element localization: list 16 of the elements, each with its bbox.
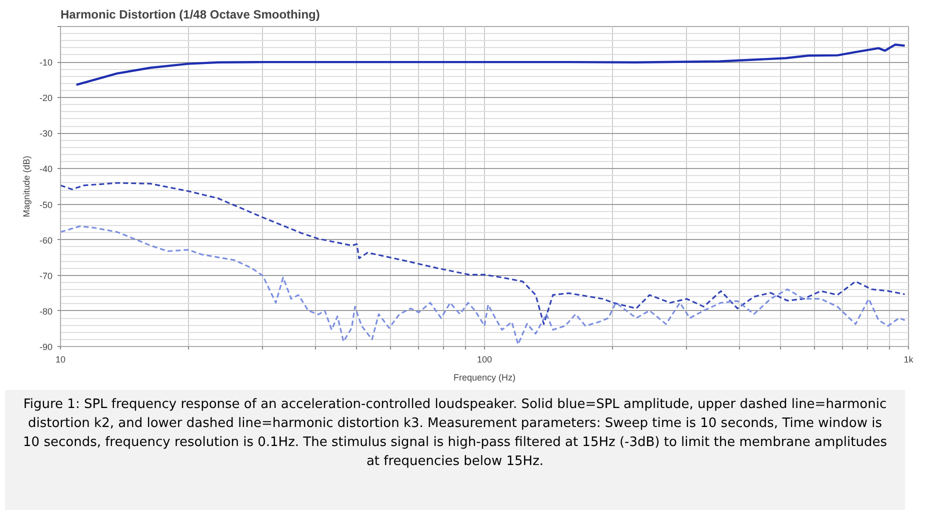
y-tick-label: -10 [39, 58, 53, 68]
y-tick-label: -20 [39, 93, 53, 104]
caption: Figure 1: SPL frequency response of an acceleration-controlled loudspeaker. Solid blue=SPL amplitude, upper dashed line=harmonic distortion k2, and lower dashed line=harmonic distortion k3. Measurement parameters: Sweep time is 10 seconds, Time window is 10 seconds, frequency resolution is 0.1Hz. The stimulus signal is high-pass filtered at 15Hz (-3dB) to limit the membrane amplitudes at frequencies below 15Hz. [22, 396, 888, 471]
chart-title: Harmonic Distortion (1/48 Octave Smoothing) [60, 8, 320, 22]
y-tick-label: -60 [39, 235, 53, 246]
y-tick-label: -90 [39, 342, 53, 352]
y-tick-label: -80 [39, 306, 53, 316]
y-tick-label: -30 [39, 128, 53, 139]
x-tick-label: 10 [55, 354, 66, 364]
x-tick-label: 1k [904, 354, 914, 364]
y-axis-title: Magnitude (dB) [21, 156, 32, 218]
y-tick-label: -40 [39, 164, 53, 174]
y-tick-label: -70 [39, 270, 53, 281]
x-tick-label: 100 [476, 354, 492, 364]
y-tick-label: -50 [39, 200, 53, 210]
x-axis-title: Frequency (Hz) [453, 372, 516, 382]
